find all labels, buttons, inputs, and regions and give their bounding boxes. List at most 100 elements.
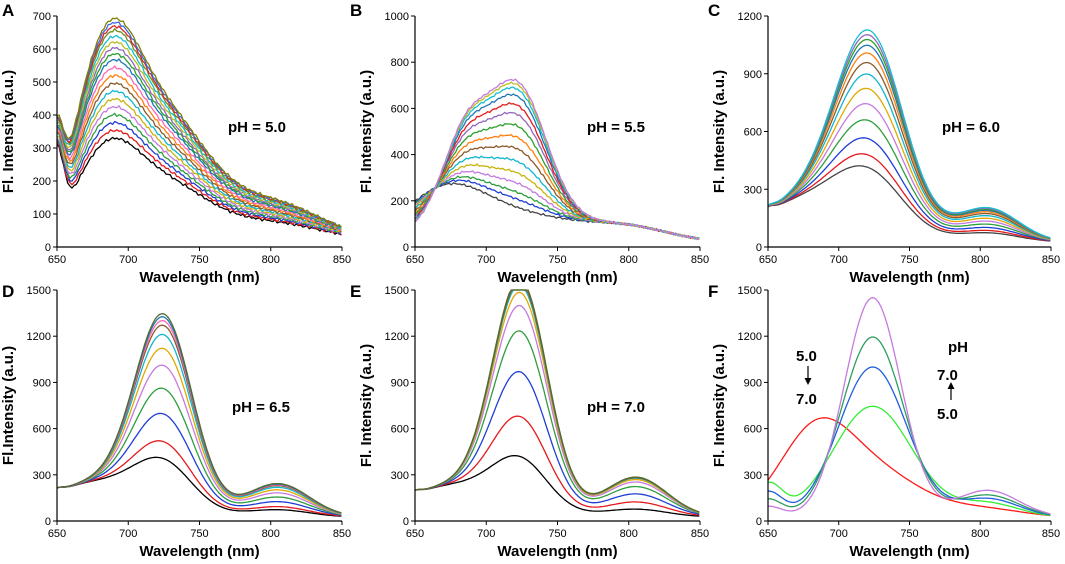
x-tick-label: 650 xyxy=(406,528,424,540)
series-line-s8 xyxy=(767,61,1051,240)
x-tick-label: 800 xyxy=(262,254,280,266)
y-tick-label: 300 xyxy=(744,470,762,482)
y-tick-label: 1500 xyxy=(385,285,409,297)
series-line-s6 xyxy=(56,347,342,515)
series-group xyxy=(414,78,700,241)
series-line-s15 xyxy=(414,78,700,241)
y-tick-label: 100 xyxy=(33,209,51,221)
panel-letter-a: A xyxy=(2,1,14,20)
x-tick-label: 850 xyxy=(691,528,709,540)
panel-letter-c: C xyxy=(708,1,720,20)
x-tick-label: 750 xyxy=(900,254,918,266)
series-line-s3 xyxy=(767,137,1051,241)
arrow-left-from: 5.0 xyxy=(796,348,817,365)
annotation-d: pH = 6.5 xyxy=(232,399,290,416)
y-tick-label: 1200 xyxy=(738,11,762,23)
series-line-s5 xyxy=(414,304,700,514)
x-tick-label: 800 xyxy=(262,528,280,540)
series-line-s13 xyxy=(767,29,1051,239)
y-tick-label: 900 xyxy=(744,69,762,81)
y-tick-label: 1200 xyxy=(27,331,51,343)
x-tick-label: 700 xyxy=(477,528,495,540)
axis-frame xyxy=(767,16,1051,248)
x-tick-label: 750 xyxy=(190,528,208,540)
series-line-pH-65 xyxy=(768,336,1051,515)
series-line-s8 xyxy=(56,324,342,514)
series-line-s2 xyxy=(56,440,342,517)
series-line-s5 xyxy=(56,364,342,515)
series-line-s7 xyxy=(414,145,700,240)
y-axis-title: Fl. Intensity (a.u.) xyxy=(711,70,728,193)
y-tick-label: 0 xyxy=(403,516,409,528)
y-axis-title: Fl.Intensity (a.u.) xyxy=(0,346,17,465)
y-tick-label: 600 xyxy=(33,44,51,56)
series-line-s11 xyxy=(56,313,342,514)
series-line-s1 xyxy=(56,456,342,517)
y-tick-label: 1200 xyxy=(738,331,762,343)
x-tick-label: 750 xyxy=(190,254,208,266)
series-group xyxy=(414,289,700,517)
y-tick-label: 700 xyxy=(33,11,51,23)
x-tick-label: 650 xyxy=(48,254,66,266)
y-tick-label: 0 xyxy=(45,242,51,254)
y-tick-label: 800 xyxy=(391,57,409,69)
annotation-a: pH = 5.0 xyxy=(228,119,286,136)
y-tick-label: 900 xyxy=(33,377,51,389)
panel-b: B 650 700 750 800 850 0 200 400 600 800 1000 Wavele… xyxy=(350,1,709,286)
panel-e: E 650 700 750 800 850 0 300 600 900 1200 1500 Wavel… xyxy=(350,282,709,560)
y-tick-label: 900 xyxy=(744,377,762,389)
x-tick-label: 850 xyxy=(333,528,351,540)
series-line-s4 xyxy=(767,119,1051,241)
y-tick-label: 300 xyxy=(391,470,409,482)
x-tick-label: 800 xyxy=(620,528,638,540)
x-tick-label: 700 xyxy=(477,254,495,266)
x-tick-label: 850 xyxy=(691,254,709,266)
x-tick-label: 700 xyxy=(119,528,137,540)
y-axis-title: Fl. Intensity (a.u.) xyxy=(711,344,728,467)
y-tick-label: 1500 xyxy=(738,285,762,297)
y-tick-label: 600 xyxy=(744,127,762,139)
series-line-s1 xyxy=(414,455,700,517)
y-tick-label: 1000 xyxy=(385,11,409,23)
annotation-c: pH = 6.0 xyxy=(942,119,1000,136)
series-line-s5 xyxy=(767,102,1051,241)
panel-d: D 650 700 750 800 850 0 300 600 900 1200 1500 Wavel… xyxy=(0,282,351,560)
series-line-s2 xyxy=(56,129,342,235)
series-line-s4 xyxy=(56,112,342,233)
x-axis-title: Wavelength (nm) xyxy=(497,543,617,560)
y-tick-label: 600 xyxy=(33,424,51,436)
series-line-pH-60 xyxy=(768,366,1051,516)
series-line-s3 xyxy=(414,370,700,515)
y-tick-label: 500 xyxy=(33,77,51,89)
x-tick-label: 650 xyxy=(406,254,424,266)
y-axis-title: Fl. Intensity (a.u.) xyxy=(358,70,375,193)
series-line-s8 xyxy=(414,289,700,513)
y-tick-label: 1200 xyxy=(385,331,409,343)
series-line-s11 xyxy=(56,58,342,231)
series-line-pH-70 xyxy=(767,297,1051,515)
axis-frame xyxy=(56,290,342,522)
x-tick-label: 850 xyxy=(1042,528,1060,540)
x-tick-label: 850 xyxy=(1042,254,1060,266)
arrow-up-head xyxy=(947,382,955,389)
series-line-s7 xyxy=(56,89,342,233)
annotation-b: pH = 5.5 xyxy=(587,119,645,136)
x-tick-label: 700 xyxy=(830,254,848,266)
x-tick-label: 750 xyxy=(900,528,918,540)
legend-title-ph: pH xyxy=(948,339,968,356)
y-tick-label: 400 xyxy=(33,110,51,122)
series-line-s1 xyxy=(767,165,1051,242)
series-line-s8 xyxy=(56,82,342,233)
panel-letter-d: D xyxy=(2,282,14,301)
series-line-s5 xyxy=(56,105,342,234)
y-tick-label: 300 xyxy=(33,143,51,155)
panel-f: F 650 700 750 800 850 0 300 600 900 1200 1500 Wavel… xyxy=(708,282,1060,560)
series-group xyxy=(767,29,1051,242)
series-line-s2 xyxy=(414,415,700,516)
panel-a: A 650 700 750 800 8500100200300400500600700W… xyxy=(0,1,351,286)
series-line-s1 xyxy=(56,136,342,236)
series-line-s7 xyxy=(414,289,700,513)
series-line-s17 xyxy=(56,25,342,228)
x-axis-title: Wavelength (nm) xyxy=(849,269,969,286)
x-tick-label: 700 xyxy=(119,254,137,266)
